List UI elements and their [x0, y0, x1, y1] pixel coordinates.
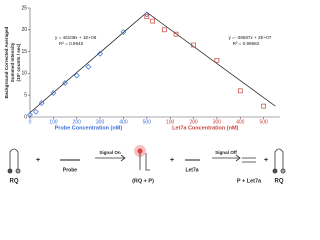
y-tick-label: 25: [21, 5, 27, 11]
point: [62, 80, 68, 86]
diagram-label: +: [36, 157, 40, 164]
hairpin: [9, 148, 19, 170]
reporter: [15, 168, 21, 174]
hairpin: [274, 148, 284, 170]
y-tick-label: 5: [24, 93, 27, 99]
x-tick-label: 200: [189, 119, 198, 125]
point: [144, 14, 150, 20]
point: [73, 72, 80, 79]
duplex: [139, 153, 150, 171]
y-tick-label: 20: [21, 27, 27, 33]
quencher: [272, 168, 278, 174]
arrow-head: [120, 154, 126, 162]
x-tick-label: 300: [96, 119, 105, 125]
trend-line: [29, 12, 148, 113]
fluorophore: [137, 148, 143, 154]
diagram-label: RQ: [275, 179, 284, 185]
point: [237, 88, 243, 94]
duplex: [242, 157, 256, 163]
x-tick-label: 400: [119, 119, 128, 125]
diagram-label: (RQ + P): [132, 178, 154, 184]
x-tick-label: 300: [213, 119, 222, 125]
x-axis-label: Probe Concentration (nM): [55, 125, 123, 131]
point: [191, 42, 196, 48]
y-axis-label: Background Corrected Averaged: [4, 26, 9, 98]
equation: y = -38587x + 2E+07: [229, 35, 272, 40]
diagram: RQ + Probe Signal On (RQ + P) + Let7a Signal Of…: [7, 145, 286, 185]
x-tick-label: 100: [49, 119, 58, 125]
diagram-label: Signal On: [99, 150, 121, 155]
y-tick-label: 10: [21, 71, 27, 77]
quencher: [7, 168, 13, 174]
point: [27, 111, 33, 118]
diagram-label: Signal Off: [215, 150, 237, 155]
r-squared: R² = 0.99682: [233, 41, 260, 46]
x-tick-label: 200: [73, 119, 82, 125]
diagram-label: RQ: [10, 179, 19, 185]
y-axis-label: (10⁷ counts / sec): [16, 43, 21, 81]
point: [150, 18, 156, 24]
reporter: [280, 168, 286, 174]
y-tick-label: 0: [24, 114, 27, 120]
diagram-label: +: [264, 157, 268, 164]
x-axis-label: Let7a Concentration (nM): [172, 125, 238, 131]
point: [32, 108, 39, 115]
r-squared: R² = 0.9945: [59, 41, 84, 46]
x-tick-label: 500: [259, 119, 268, 125]
point: [85, 63, 92, 70]
point: [173, 31, 179, 37]
point: [97, 50, 103, 57]
x-tick-label: 0: [29, 119, 32, 125]
point: [38, 100, 45, 106]
equation: y = 46108x + 1E+06: [55, 35, 97, 40]
point: [50, 90, 57, 96]
diagram-label: +: [170, 157, 174, 164]
point: [261, 103, 266, 109]
point: [120, 29, 127, 35]
page: RQ + Probe Signal On (RQ + P) + Let7a Signal Of…: [4, 5, 286, 185]
x-tick-label: 100: [166, 119, 175, 125]
point: [214, 57, 220, 63]
diagram-label: Probe: [63, 167, 77, 173]
arrow-head: [235, 154, 241, 162]
y-tick-label: 15: [21, 49, 27, 55]
y-axis-label: Summed Intensity: [10, 42, 15, 82]
trend-line: [146, 12, 276, 107]
x-tick-label: 400: [236, 119, 245, 125]
diagram-label: Let7a: [185, 167, 198, 173]
x-tick-label: 500: [143, 119, 152, 125]
diagram-label: P + Let7a: [237, 178, 262, 184]
point: [161, 27, 167, 33]
